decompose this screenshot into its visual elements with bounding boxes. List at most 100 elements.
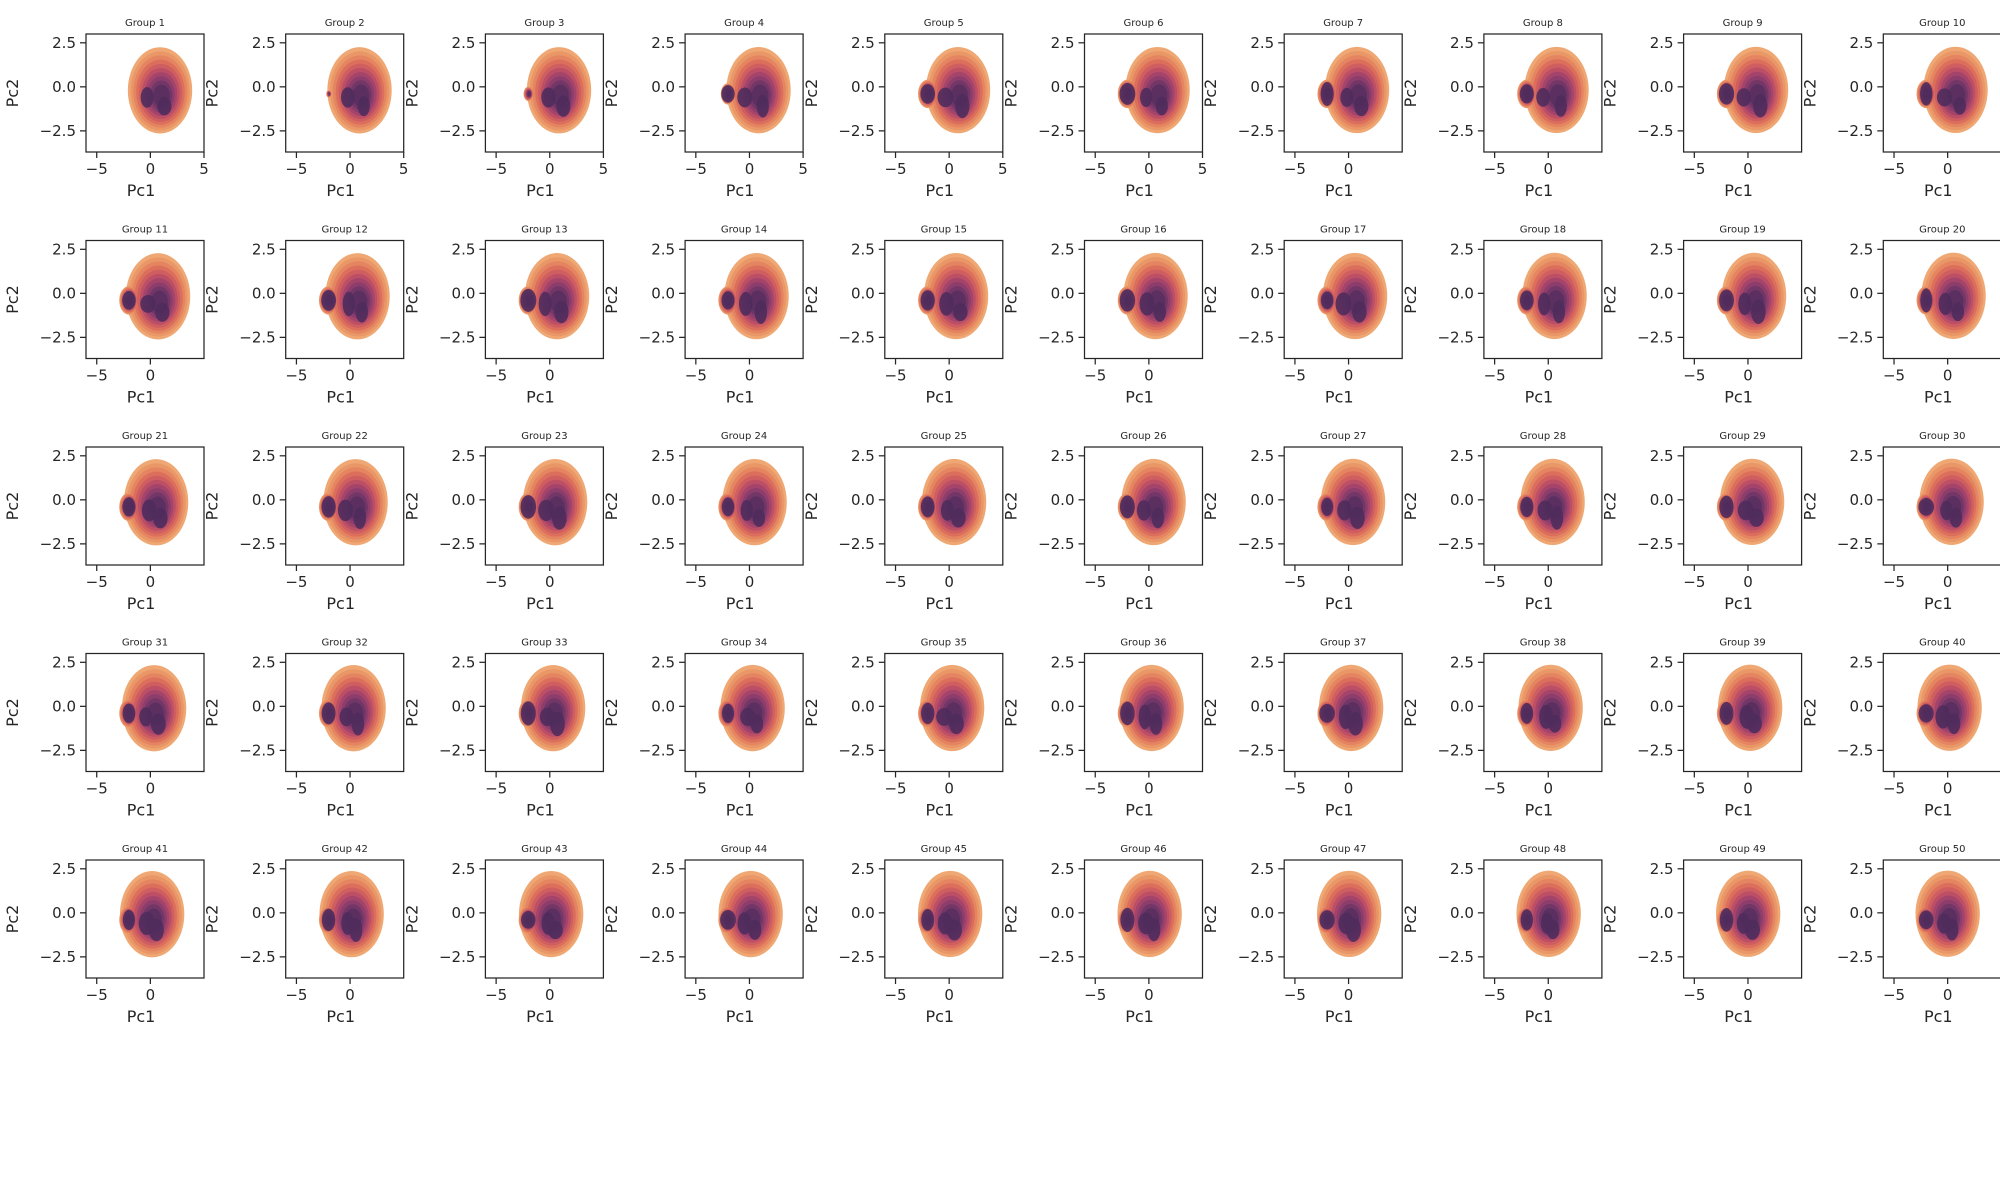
- y-tick-label: −2.5: [239, 328, 275, 346]
- x-tick-label: 5: [1198, 160, 1208, 178]
- x-tick-label: 0: [146, 367, 156, 385]
- density-core: [1155, 96, 1168, 116]
- panel-title: Group 49: [1719, 844, 1765, 855]
- panel-title: Group 13: [521, 225, 567, 236]
- density-core: [538, 499, 555, 522]
- x-tick-label: −5: [1284, 367, 1306, 385]
- x-tick-label: 0: [345, 780, 355, 798]
- plot-frame: [684, 239, 804, 360]
- x-tick-label: −5: [485, 573, 507, 591]
- y-tick-label: 2.5: [1051, 34, 1075, 52]
- density-core: [1940, 500, 1953, 521]
- x-tick-label: −5: [1284, 986, 1306, 1004]
- density-core: [1951, 302, 1965, 322]
- density-contours: [523, 47, 592, 134]
- density-core: [1719, 289, 1734, 312]
- y-axis-label: Pc2: [802, 79, 821, 108]
- panel-title: Group 44: [721, 844, 767, 855]
- y-tick-label: −2.5: [1238, 122, 1274, 140]
- plot-frame: [1483, 33, 1603, 153]
- panel-title: Group 35: [921, 638, 967, 649]
- x-tick-label: 0: [146, 780, 156, 798]
- density-core: [139, 707, 153, 727]
- x-axis-label: Pc1: [925, 1007, 954, 1026]
- density-core: [1536, 88, 1550, 107]
- panel-title: Group 14: [721, 225, 767, 236]
- y-tick-label: 0.0: [1650, 284, 1674, 302]
- density-core: [520, 495, 537, 519]
- x-tick-label: −5: [685, 160, 707, 178]
- y-axis-label: Pc2: [3, 79, 22, 108]
- y-tick-label: 2.5: [1849, 240, 1873, 258]
- y-tick-label: 0.0: [52, 904, 76, 922]
- plot-frame: [1882, 859, 2000, 979]
- kde-panel-14: Group 14 2.5 0.0 −2.5 −5 0 Pc1 Pc2: [602, 225, 804, 407]
- x-tick-label: 0: [345, 573, 355, 591]
- y-tick-label: 2.5: [1450, 447, 1474, 465]
- plot-frame: [285, 859, 405, 979]
- panel-title: Group 40: [1919, 638, 1965, 649]
- x-tick-label: −5: [86, 986, 108, 1004]
- density-core: [1338, 912, 1355, 935]
- y-tick-label: 2.5: [52, 447, 76, 465]
- x-axis-label: Pc1: [1125, 1007, 1154, 1026]
- density-contours: [1117, 870, 1182, 958]
- x-tick-label: 0: [1144, 573, 1154, 591]
- density-core: [1320, 291, 1334, 310]
- x-tick-label: 0: [545, 986, 555, 1004]
- y-axis-label: Pc2: [203, 492, 222, 521]
- kde-panel-8: Group 8 2.5 0.0 −2.5 −5 0 Pc1 Pc2: [1401, 18, 1603, 200]
- kde-panel-44: Group 44 2.5 0.0 −2.5 −5 0 Pc1 Pc2: [602, 844, 804, 1026]
- density-core: [337, 499, 354, 522]
- panel-title: Group 25: [921, 431, 967, 442]
- y-tick-label: −2.5: [1637, 122, 1673, 140]
- panel-title: Group 15: [921, 225, 967, 236]
- y-tick-label: −2.5: [40, 948, 76, 966]
- panel-title: Group 27: [1320, 431, 1366, 442]
- y-tick-label: 2.5: [1849, 34, 1873, 52]
- y-axis-label: Pc2: [602, 285, 621, 314]
- y-tick-label: 2.5: [252, 860, 276, 878]
- y-axis-label: Pc2: [402, 79, 421, 108]
- x-axis-label: Pc1: [1924, 801, 1953, 820]
- y-tick-label: 2.5: [1250, 34, 1274, 52]
- x-tick-label: 0: [1144, 367, 1154, 385]
- density-core: [520, 288, 537, 312]
- density-core: [1119, 495, 1135, 519]
- panel-title: Group 41: [122, 844, 168, 855]
- y-tick-label: 0.0: [1051, 697, 1075, 715]
- y-tick-label: 2.5: [252, 34, 276, 52]
- plot-frame: [484, 859, 605, 979]
- y-tick-label: 0.0: [1849, 697, 1873, 715]
- x-axis-label: Pc1: [1325, 801, 1354, 820]
- panel-title: Group 9: [1723, 18, 1763, 29]
- y-tick-label: 2.5: [651, 447, 675, 465]
- density-core: [955, 93, 970, 119]
- x-axis-label: Pc1: [127, 801, 156, 820]
- x-tick-label: 0: [1943, 367, 1953, 385]
- panel-title: Group 38: [1520, 638, 1566, 649]
- x-axis-label: Pc1: [1724, 1007, 1753, 1026]
- y-tick-label: 0.0: [1450, 78, 1474, 96]
- density-core: [1736, 912, 1751, 934]
- density-contours: [1117, 252, 1188, 340]
- y-tick-label: −2.5: [1038, 741, 1074, 759]
- y-tick-label: 2.5: [452, 653, 476, 671]
- density-core: [538, 291, 552, 317]
- density-core: [1920, 82, 1933, 106]
- panel-title: Group 26: [1120, 431, 1166, 442]
- density-core: [155, 302, 170, 322]
- y-tick-label: 0.0: [52, 284, 76, 302]
- y-axis-label: Pc2: [203, 698, 222, 727]
- y-axis-label: Pc2: [1201, 492, 1220, 521]
- x-axis-label: Pc1: [925, 181, 954, 200]
- density-contours: [1316, 870, 1382, 958]
- y-tick-label: 2.5: [1450, 34, 1474, 52]
- density-core: [141, 499, 157, 522]
- x-axis-label: Pc1: [1525, 181, 1554, 200]
- y-tick-label: 2.5: [1051, 653, 1075, 671]
- density-core: [1920, 288, 1933, 313]
- density-core: [949, 713, 964, 735]
- density-contours: [1716, 664, 1783, 751]
- panel-title: Group 23: [521, 431, 567, 442]
